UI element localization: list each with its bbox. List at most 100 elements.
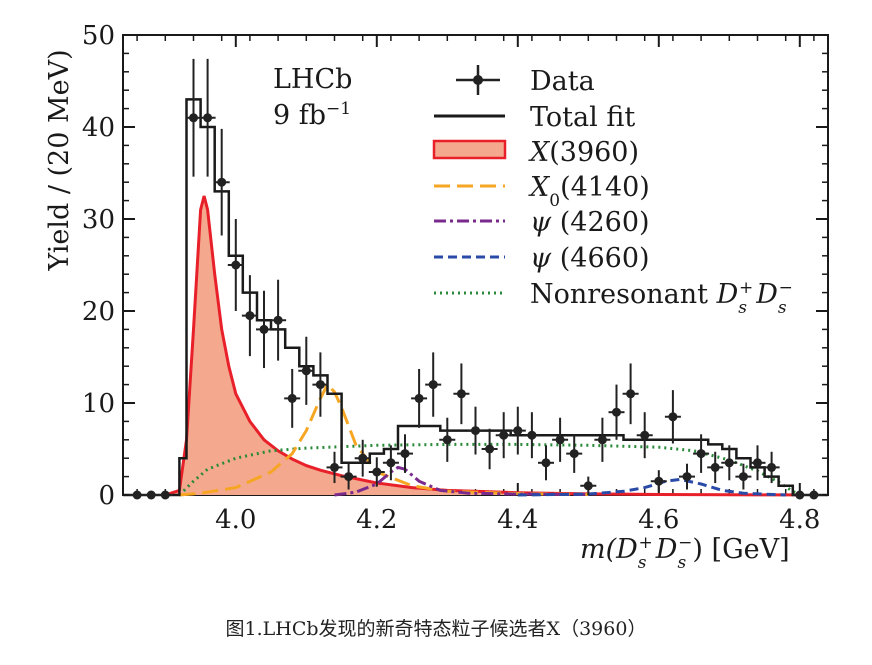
data-point [241, 275, 258, 357]
data-point [693, 434, 710, 473]
data-marker [738, 472, 748, 482]
x-label-d1-sub: s [638, 553, 647, 573]
data-point [326, 451, 343, 484]
data-point [284, 368, 301, 428]
x-label-suffix: ) [GeV] [692, 534, 789, 565]
data-point [749, 445, 766, 481]
legend-total: Total fit [530, 102, 635, 133]
data-point [735, 463, 752, 490]
data-point [608, 384, 625, 440]
data-point [664, 390, 681, 444]
data-marker [414, 393, 424, 403]
data-point [707, 451, 724, 484]
data-point [143, 490, 160, 500]
data-point [157, 490, 174, 500]
axis-ticks: 4.0 4.2 4.4 4.6 4.8 0 10 20 30 40 50 [82, 21, 828, 535]
data-marker [386, 458, 396, 468]
legend-x3960-mass: (3960) [549, 137, 639, 168]
data-point [453, 363, 470, 425]
x-label-d2-sub: s [677, 553, 686, 573]
data-marker [654, 476, 664, 486]
data-point [340, 463, 357, 490]
data-point [411, 368, 428, 428]
x-label-prefix: m( [580, 534, 618, 565]
data-marker [203, 113, 213, 123]
legend-psi4260-mass: (4260) [551, 207, 649, 238]
legend-psi4660-mass: (4660) [551, 243, 649, 274]
fit-components [164, 195, 801, 497]
data-point [495, 412, 512, 459]
legend-nonres-d2: D [755, 279, 778, 310]
legend-x4140-sub: 0 [549, 191, 560, 211]
data-point [523, 412, 540, 459]
data-marker [217, 177, 227, 187]
data-marker [315, 380, 325, 390]
data-point [368, 457, 385, 487]
data-point [552, 417, 569, 462]
experiment-label: LHCb [273, 64, 352, 95]
data-marker [513, 426, 523, 436]
data-marker [330, 462, 339, 472]
legend-x4140-mass: (4140) [560, 172, 650, 203]
data-marker [442, 435, 452, 445]
legend-psi4660-name: ψ [530, 243, 552, 274]
data-point [481, 428, 498, 470]
luminosity-label: 9 fb−1 [273, 99, 351, 131]
data-point [312, 352, 329, 417]
data-marker [499, 430, 509, 440]
data-marker [245, 311, 255, 321]
data-marker [569, 449, 579, 459]
data-point [763, 451, 780, 484]
y-axis-label: Yield / (20 MeV) [44, 49, 75, 271]
x-label-d2-sup: − [678, 533, 692, 553]
data-marker [400, 449, 410, 459]
data-point [382, 445, 399, 481]
data-points [129, 58, 822, 500]
data-marker [541, 458, 551, 468]
y-tick-label: 0 [98, 481, 115, 511]
y-tick-label: 20 [82, 297, 115, 327]
x3960-curve [164, 195, 800, 497]
data-marker [668, 412, 678, 422]
legend: Data Total fit X(3960) X0(4140) ψ (4260)… [432, 65, 793, 318]
data-marker [640, 430, 650, 440]
y-tick-label: 50 [82, 21, 115, 51]
data-marker [809, 490, 819, 500]
psi4660-curve [517, 477, 786, 497]
data-marker [301, 366, 311, 376]
data-point [566, 434, 583, 473]
data-marker [555, 435, 565, 445]
data-point [298, 336, 315, 405]
data-point [185, 58, 202, 177]
data-marker [231, 260, 241, 270]
data-marker [682, 472, 692, 482]
data-point [354, 439, 371, 477]
x-label-d1: D [615, 534, 638, 565]
data-point [679, 463, 695, 490]
data-point [538, 445, 554, 481]
data-point [397, 434, 413, 473]
legend-x4140: X0(4140) [528, 172, 650, 211]
chart-figure: 4.0 4.2 4.4 4.6 4.8 0 10 20 30 40 50 Yield / (20 M… [44, 21, 829, 573]
figure-caption: 图1.LHCb发现的新奇特态粒子候选者X（3960） [225, 618, 647, 640]
x3960-fill [165, 196, 800, 495]
legend-x3960-symbol [432, 139, 507, 160]
data-marker [710, 462, 720, 472]
data-marker [259, 324, 269, 334]
x-tick-label: 4.2 [356, 505, 397, 535]
data-point [805, 490, 822, 500]
data-marker [583, 481, 593, 491]
data-point [509, 406, 526, 455]
legend-nonres-d2-sub: s [778, 298, 787, 318]
luminosity-value: 9 fb [273, 100, 326, 131]
data-marker [132, 490, 142, 500]
legend-nonres-d1-sub: s [738, 298, 747, 318]
data-point [650, 470, 667, 493]
luminosity-exponent: −1 [326, 99, 351, 119]
legend-nonres: Nonresonant Ds+ Ds− [530, 278, 793, 318]
legend-data: Data [530, 66, 595, 97]
x-tick-label: 4.8 [779, 505, 820, 535]
data-marker [273, 315, 283, 325]
legend-x3960-name: X [528, 137, 551, 168]
data-point [425, 352, 442, 417]
